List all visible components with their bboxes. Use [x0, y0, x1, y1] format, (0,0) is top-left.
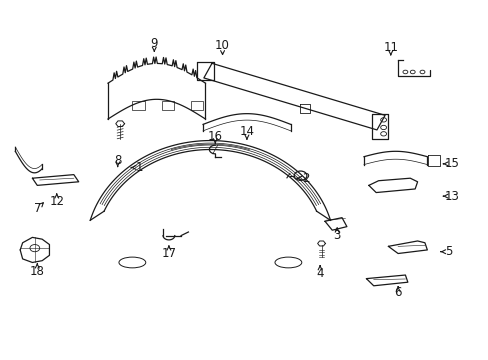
Text: 7: 7	[34, 202, 41, 215]
Bar	[161, 101, 173, 110]
Text: 3: 3	[333, 229, 340, 242]
Text: 4: 4	[316, 267, 323, 280]
Bar	[190, 101, 203, 110]
Text: 8: 8	[114, 154, 121, 167]
Text: 5: 5	[445, 245, 452, 258]
Text: 18: 18	[30, 265, 44, 278]
Text: 12: 12	[49, 195, 64, 208]
Text: 14: 14	[239, 125, 254, 138]
Text: 17: 17	[161, 247, 176, 260]
Text: 13: 13	[444, 190, 458, 203]
Text: 6: 6	[393, 287, 401, 300]
Text: 1: 1	[136, 161, 143, 174]
Text: 10: 10	[215, 39, 229, 52]
Text: 15: 15	[444, 157, 458, 170]
Text: 9: 9	[150, 37, 158, 50]
Text: 2: 2	[301, 172, 308, 185]
Bar	[132, 101, 144, 110]
Text: 16: 16	[207, 130, 223, 144]
Text: 11: 11	[383, 41, 397, 54]
